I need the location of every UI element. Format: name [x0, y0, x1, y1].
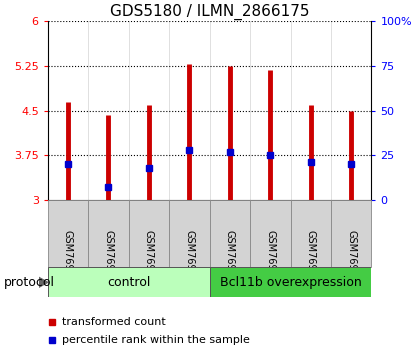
- Text: GSM769942: GSM769942: [144, 230, 154, 290]
- Text: GSM769941: GSM769941: [103, 230, 113, 289]
- Text: Bcl11b overexpression: Bcl11b overexpression: [220, 276, 361, 289]
- Bar: [169, 200, 210, 267]
- Text: protocol: protocol: [4, 276, 55, 289]
- Text: percentile rank within the sample: percentile rank within the sample: [62, 335, 250, 344]
- Bar: [129, 200, 169, 267]
- Title: GDS5180 / ILMN_2866175: GDS5180 / ILMN_2866175: [110, 4, 309, 20]
- Text: GSM769944: GSM769944: [225, 230, 235, 289]
- Text: GSM769946: GSM769946: [306, 230, 316, 289]
- Text: GSM769940: GSM769940: [63, 230, 73, 289]
- Bar: [250, 200, 290, 267]
- Text: GSM769945: GSM769945: [265, 230, 275, 290]
- Polygon shape: [39, 277, 48, 287]
- Bar: [210, 267, 371, 297]
- Bar: [88, 200, 129, 267]
- Text: GSM769947: GSM769947: [346, 230, 356, 290]
- Bar: [210, 200, 250, 267]
- Text: GSM769943: GSM769943: [184, 230, 194, 289]
- Bar: [48, 267, 210, 297]
- Text: control: control: [107, 276, 150, 289]
- Bar: [48, 200, 88, 267]
- Text: transformed count: transformed count: [62, 318, 166, 327]
- Bar: [290, 200, 331, 267]
- Bar: [331, 200, 371, 267]
